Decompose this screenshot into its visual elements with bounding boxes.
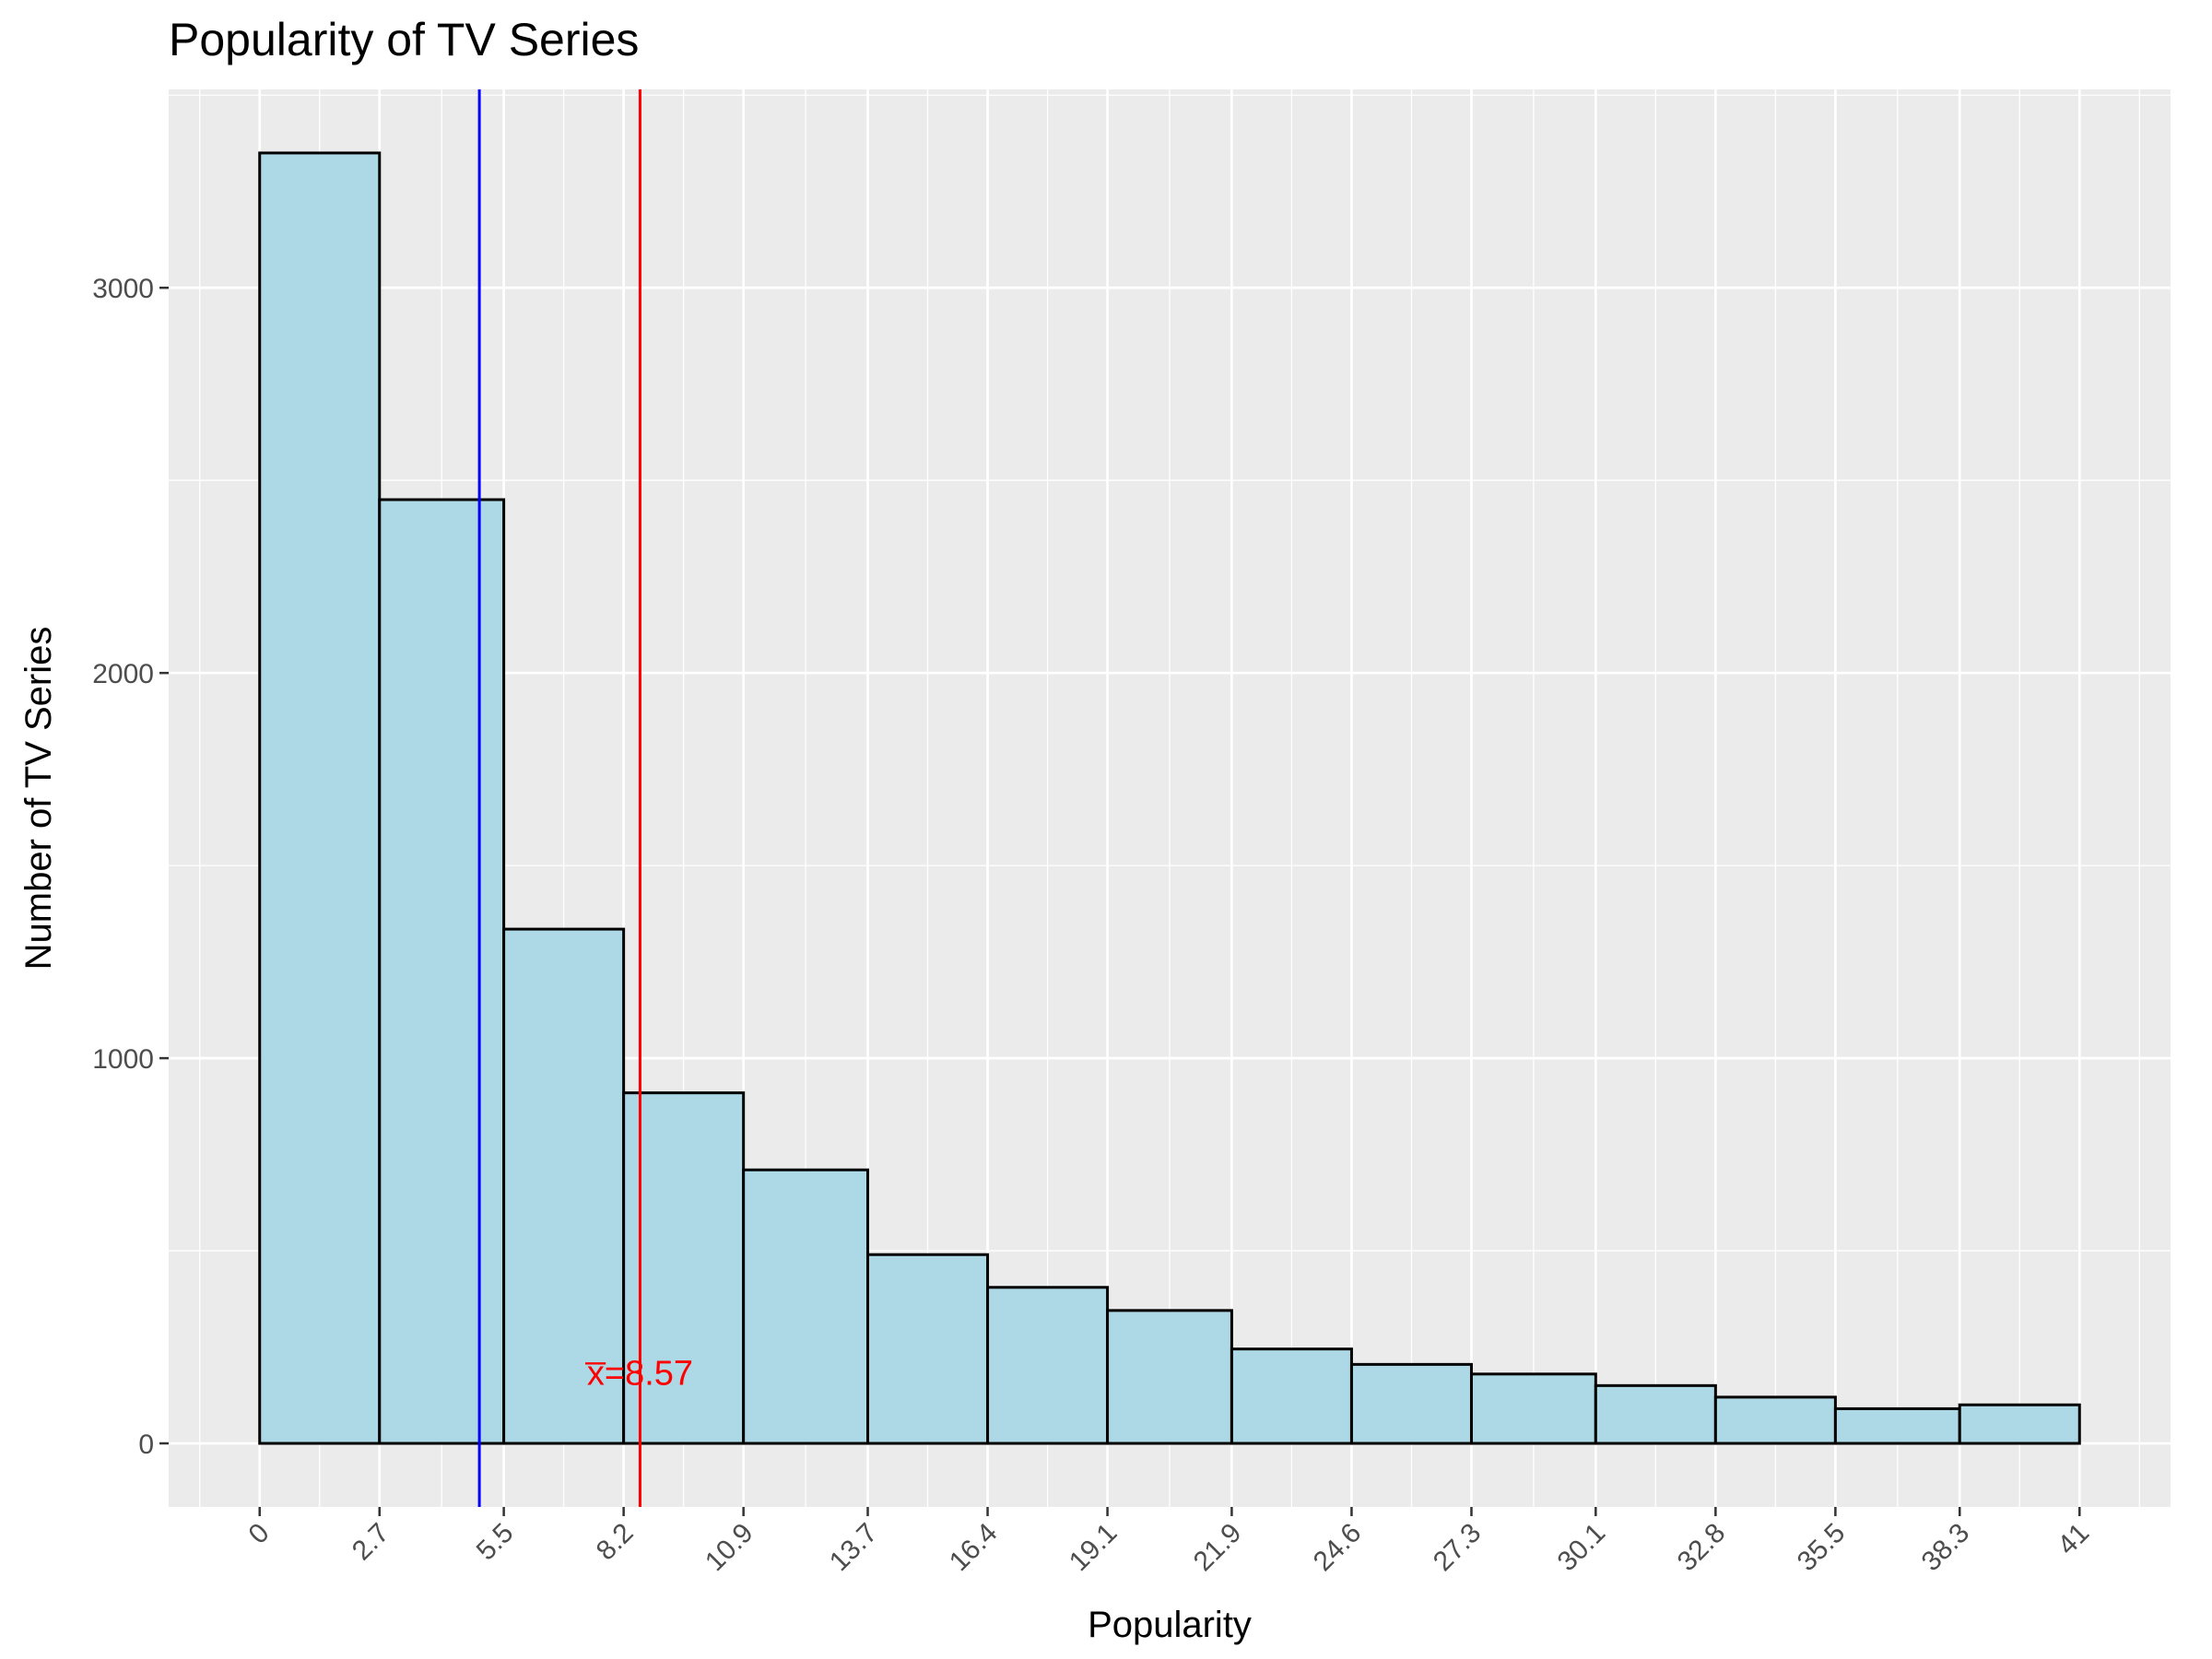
- histogram-bar: [742, 1168, 870, 1445]
- histogram-bar: [1106, 1309, 1233, 1445]
- histogram-bar: [378, 498, 506, 1445]
- x-tick-label: 32.8: [1672, 1518, 1732, 1578]
- x-tick-label: 21.9: [1188, 1518, 1248, 1578]
- x-tick-label: 24.6: [1308, 1518, 1368, 1578]
- histogram-bar: [1594, 1383, 1717, 1445]
- x-tick-label: 13.7: [824, 1518, 884, 1578]
- histogram-bar: [866, 1253, 990, 1445]
- reference-lines: [477, 89, 641, 1507]
- x-tick-label: 2.7: [347, 1518, 395, 1567]
- x-tick-label: 38.3: [1916, 1518, 1976, 1578]
- x-axis: 0 2.7 5.5 8.2 10.9 13.7 16.4 19.1 21.9 24.6 27.3 30…: [243, 1507, 2095, 1578]
- x-tick-label: 41: [2052, 1518, 2095, 1561]
- histogram-bar: [986, 1286, 1110, 1445]
- y-tick-label: 3000: [92, 274, 154, 304]
- histogram-bar: [1349, 1362, 1473, 1445]
- x-tick-label: 0: [243, 1518, 276, 1550]
- y-tick-label: 2000: [92, 659, 154, 689]
- y-tick-label: 0: [138, 1430, 154, 1460]
- chart-title: Popularity of TV Series: [169, 14, 639, 65]
- histogram-bar: [1713, 1395, 1837, 1445]
- histogram-bar: [1958, 1403, 2081, 1445]
- histogram-bar: [258, 151, 382, 1445]
- x-tick-label: 27.3: [1428, 1518, 1488, 1578]
- x-axis-label: Popularity: [1088, 1605, 1252, 1645]
- x-tick-label: 30.1: [1552, 1518, 1612, 1578]
- x-tick-label: 10.9: [700, 1518, 759, 1578]
- x-tick-label: 8.2: [591, 1518, 640, 1567]
- x-tick-label: 35.5: [1792, 1518, 1852, 1578]
- histogram-bar: [622, 1091, 746, 1445]
- x-tick-label: 16.4: [944, 1518, 1004, 1578]
- histogram-bar: [1230, 1347, 1353, 1445]
- bars: [258, 151, 2081, 1445]
- y-tick-label: 1000: [92, 1044, 154, 1075]
- histogram-bar: [1469, 1372, 1597, 1445]
- x-tick-label: 19.1: [1064, 1518, 1124, 1578]
- y-axis: 0 1000 2000 3000: [92, 274, 169, 1460]
- x-tick-label: 5.5: [471, 1518, 520, 1567]
- grid-minor: [169, 89, 2171, 1507]
- mean-annotation: x̅=8.57: [584, 1355, 693, 1394]
- histogram-bar: [1833, 1406, 1961, 1445]
- y-axis-label: Number of TV Series: [18, 627, 59, 971]
